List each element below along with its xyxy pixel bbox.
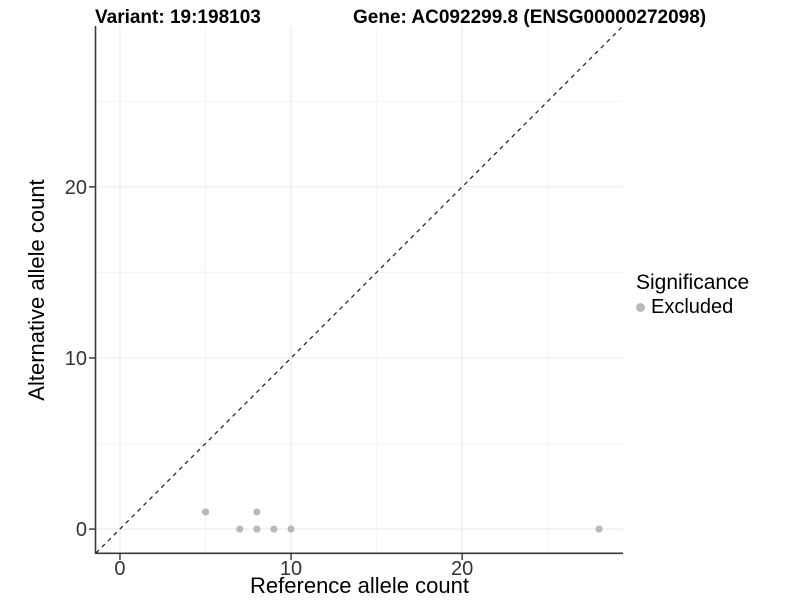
y-tick-label: 10: [65, 348, 87, 370]
x-axis-title: Reference allele count: [250, 573, 469, 598]
y-tick-label: 20: [65, 177, 87, 199]
legend-entry-label: Excluded: [651, 296, 734, 318]
data-point: [270, 525, 278, 533]
identity-dashed-line: [95, 25, 624, 554]
gene-title: Gene: AC092299.8 (ENSG00000272098): [353, 7, 707, 28]
legend-entry-excluded: Excluded: [636, 296, 749, 318]
data-point: [595, 525, 603, 533]
legend: Significance Excluded: [636, 271, 749, 318]
x-tick-label: 10: [280, 558, 302, 580]
y-axis-title: Alternative allele count: [24, 179, 49, 401]
data-point: [201, 508, 210, 516]
data-point: [236, 525, 244, 533]
variant-title: Variant: 19:198103: [95, 7, 261, 28]
legend-title: Significance: [636, 271, 750, 294]
excluded-point-icon: [636, 302, 645, 312]
data-point: [253, 508, 261, 516]
data-point: [287, 525, 295, 533]
data-point: [253, 525, 261, 533]
x-tick-label: 20: [451, 558, 473, 580]
y-tick-label: 0: [76, 519, 87, 541]
x-tick-label: 0: [114, 558, 125, 580]
